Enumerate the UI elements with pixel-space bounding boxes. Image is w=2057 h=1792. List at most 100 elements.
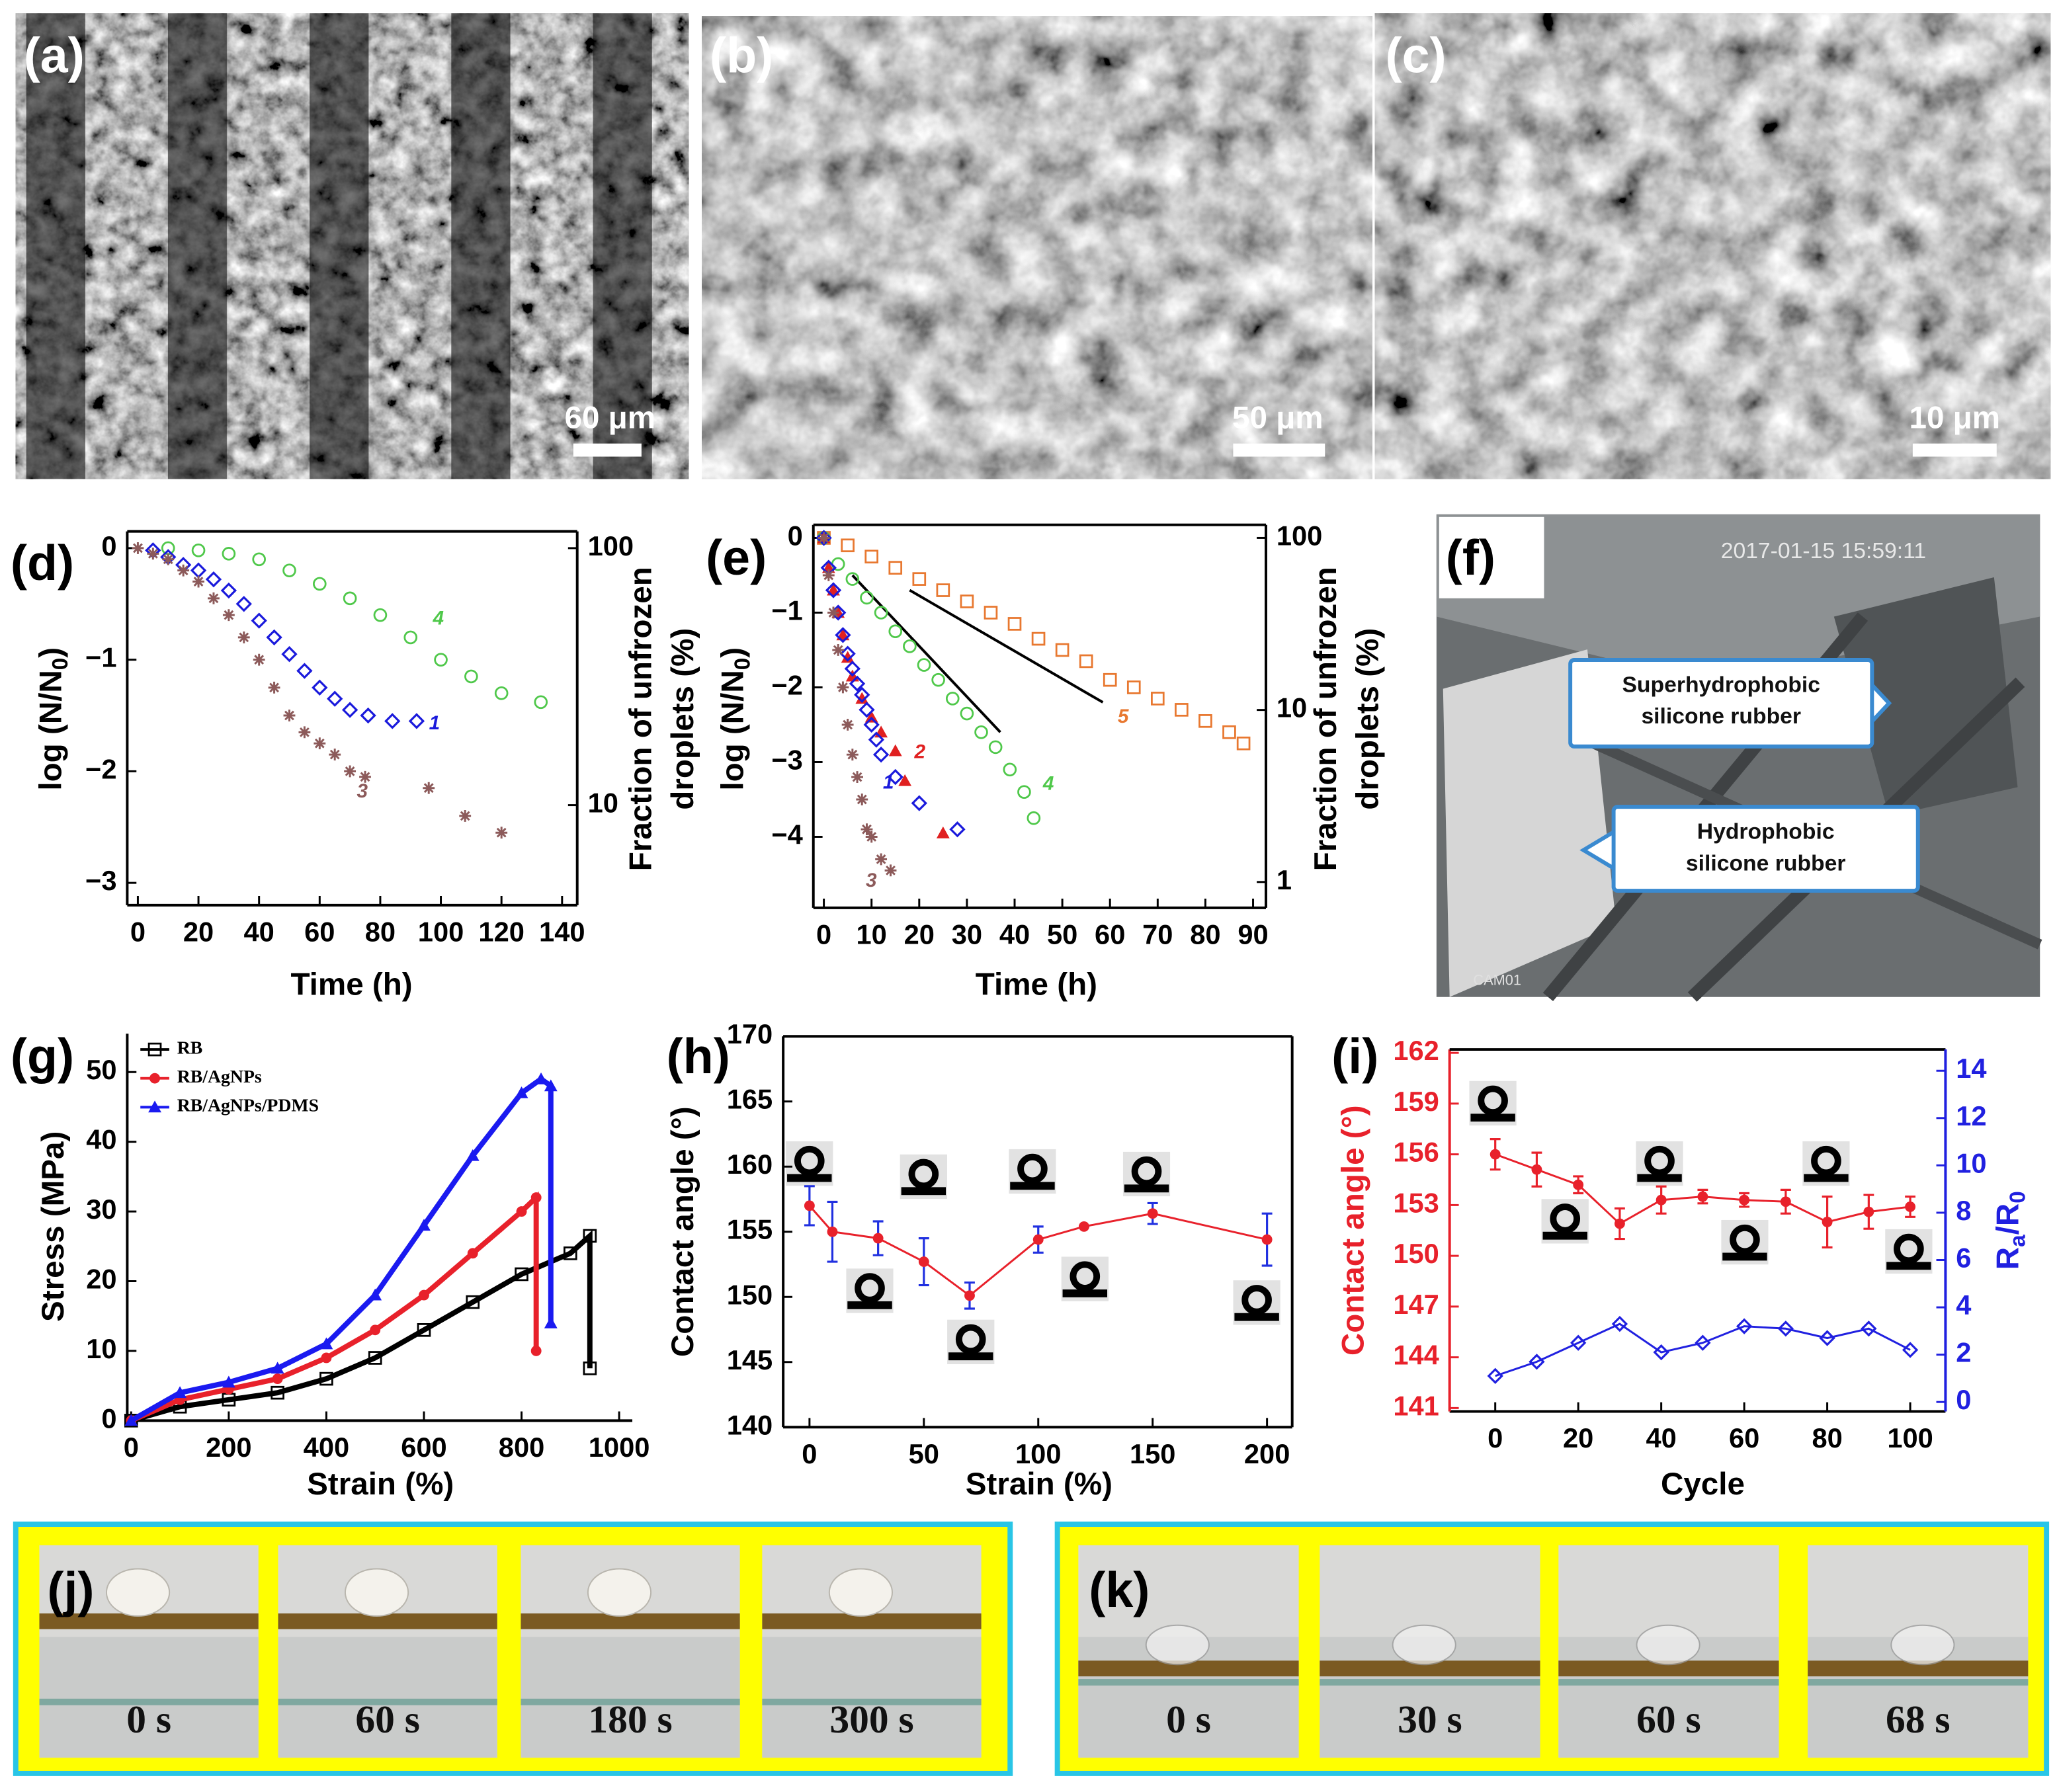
y2-tick-label: 1 [1277, 864, 1292, 895]
marker [974, 725, 988, 739]
series-line [1495, 1323, 1911, 1377]
y-tick-label: 156 [1393, 1137, 1439, 1168]
label-part: /R [1990, 1203, 2025, 1235]
callout-text: Hydrophobic [1697, 819, 1835, 844]
glass-edge [1808, 1679, 2029, 1686]
marker [327, 690, 343, 707]
scale-bar [1912, 443, 1997, 457]
timestamp: 2017-01-15 15:59:11 [1721, 538, 1926, 563]
marker [1261, 1234, 1273, 1245]
marker [835, 627, 851, 643]
y2-tick-label: 0 [1956, 1384, 1971, 1415]
y2-tick-label: 10 [1956, 1147, 1986, 1178]
marker [854, 686, 870, 703]
marker [1531, 1164, 1542, 1175]
marker [931, 672, 945, 687]
series-line [130, 1191, 539, 1424]
marker [1079, 654, 1093, 669]
legend-marker [147, 1042, 162, 1057]
marker [298, 726, 311, 739]
marker [516, 1206, 527, 1217]
marker [851, 771, 863, 784]
label-part: 0 [2005, 1191, 2030, 1203]
marker [296, 663, 313, 679]
marker [583, 1229, 597, 1243]
x-tick-label: 200 [1244, 1438, 1290, 1469]
legend-marker [148, 1100, 161, 1113]
frame-time: 0 s [1166, 1697, 1211, 1741]
marker [868, 731, 885, 748]
glass-edge [1078, 1679, 1299, 1686]
droplet [1890, 1624, 1955, 1666]
y-tick-label: 0 [788, 520, 803, 551]
marker [855, 692, 869, 704]
marker [373, 608, 388, 622]
x-tick-label: 50 [1047, 918, 1077, 950]
x-tick-label: 40 [244, 916, 274, 948]
x-tick-label: 0 [816, 918, 831, 950]
marker [235, 596, 252, 612]
y2-tick-label: 100 [1277, 520, 1322, 551]
substrate [762, 1613, 982, 1629]
marker [314, 737, 326, 750]
legend-label: RB/AgNPs [177, 1067, 262, 1087]
x-tick-label: 60 [1095, 918, 1125, 950]
y-tick-label: 0 [101, 530, 116, 561]
panel-label: (e) [706, 530, 767, 585]
marker [918, 1256, 929, 1268]
droplet [1636, 1624, 1700, 1666]
callout [1611, 805, 1920, 893]
label-part: ) [33, 647, 68, 658]
y-tick-label: 160 [727, 1149, 773, 1180]
marker [173, 1386, 187, 1399]
frame-time: 300 s [829, 1697, 913, 1741]
legend-label: RB [177, 1038, 203, 1058]
panel-label: (d) [11, 535, 74, 591]
y-tick-label: 147 [1393, 1289, 1439, 1320]
marker [861, 823, 873, 836]
marker [312, 679, 328, 696]
substrate [1320, 1660, 1540, 1677]
marker [988, 740, 1003, 754]
x-axis-title: Time (h) [290, 967, 412, 1002]
y2-tick-label: 2 [1956, 1337, 1971, 1368]
marker [888, 744, 902, 756]
marker [825, 582, 842, 598]
panel-label: (k) [1089, 1562, 1150, 1617]
marker [1653, 1344, 1669, 1361]
legend-marker [149, 1073, 160, 1084]
photo-background [278, 1637, 497, 1758]
marker [237, 631, 250, 643]
marker [408, 713, 425, 729]
label-part: R [1990, 1247, 2025, 1270]
sem-image-b: (b) 50 μm [702, 16, 1372, 479]
y2-tick-label: 14 [1956, 1053, 1986, 1084]
marker [434, 653, 448, 667]
marker [827, 1226, 838, 1237]
droplet [1145, 1624, 1210, 1666]
x-tick-label: 80 [365, 916, 396, 948]
marker [321, 1352, 332, 1364]
marker [949, 821, 966, 838]
marker [1151, 692, 1165, 706]
marker [190, 562, 207, 579]
x-axis-title: Time (h) [976, 967, 1097, 1002]
marker [268, 681, 280, 694]
marker [844, 661, 861, 677]
panel-label: (i) [1331, 1028, 1378, 1084]
y-tick-label: 150 [1393, 1238, 1439, 1269]
y-tick-label: −3 [771, 744, 802, 775]
y2-tick-label: 10 [1277, 692, 1307, 723]
marker [253, 653, 265, 666]
y2-axis-title: Fraction of unfrozen [623, 567, 658, 871]
y-tick-label: −4 [771, 819, 802, 850]
marker [865, 831, 878, 843]
y2-tick-label: 100 [588, 530, 634, 561]
marker [515, 1267, 528, 1282]
marker [423, 782, 435, 794]
marker [222, 609, 235, 622]
x-tick-label: 60 [304, 916, 335, 948]
x-tick-label: 30 [952, 918, 982, 950]
x-tick-label: 20 [904, 918, 935, 950]
marker [161, 541, 175, 555]
